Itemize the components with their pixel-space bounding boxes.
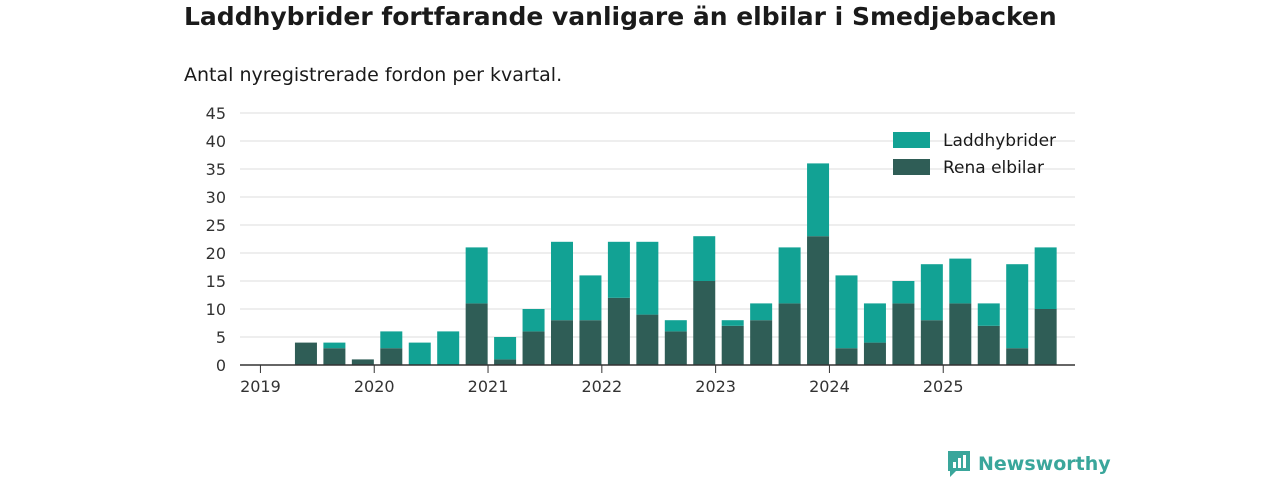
newsworthy-logo: Newsworthy xyxy=(946,449,1111,479)
legend-swatch xyxy=(893,132,930,148)
y-tick-label: 35 xyxy=(206,160,226,179)
bar-rena-elbilar xyxy=(778,303,801,365)
brand-name: Newsworthy xyxy=(978,453,1111,475)
bar-rena-elbilar xyxy=(949,303,972,365)
bar-laddhybrider xyxy=(949,258,972,304)
bar-laddhybrider xyxy=(380,331,403,349)
bar-rena-elbilar xyxy=(494,359,517,365)
x-tick-label: 2021 xyxy=(468,377,509,396)
chart-title: Laddhybrider fortfarande vanligare än el… xyxy=(184,2,1057,31)
bar-rena-elbilar xyxy=(1006,348,1029,365)
bar-laddhybrider xyxy=(863,303,886,343)
bar-laddhybrider xyxy=(892,281,915,304)
bar-rena-elbilar xyxy=(835,348,858,365)
bar-laddhybrider xyxy=(551,241,573,321)
bar-laddhybrider xyxy=(494,337,517,360)
bar-laddhybrider xyxy=(408,342,431,365)
bar-rena-elbilar xyxy=(863,342,886,365)
bar-rena-elbilar xyxy=(920,320,943,365)
y-tick-label: 5 xyxy=(216,328,226,347)
newsworthy-icon xyxy=(948,451,970,477)
bar-laddhybrider xyxy=(636,241,659,315)
bar-laddhybrider xyxy=(750,303,773,321)
bar-laddhybrider xyxy=(1034,247,1057,309)
x-tick-label: 2024 xyxy=(809,377,850,396)
bar-rena-elbilar xyxy=(693,281,716,365)
bar-rena-elbilar xyxy=(351,359,374,365)
y-tick-label: 0 xyxy=(216,356,226,375)
x-tick-label: 2022 xyxy=(581,377,622,396)
bar-laddhybrider xyxy=(1006,264,1029,349)
bar-rena-elbilar xyxy=(977,325,1000,365)
bar-rena-elbilar xyxy=(636,314,659,365)
bar-rena-elbilar xyxy=(607,297,630,365)
bar-laddhybrider xyxy=(465,247,488,304)
bar-laddhybrider xyxy=(835,275,858,349)
bar-rena-elbilar xyxy=(380,348,403,365)
bar-rena-elbilar xyxy=(892,303,915,365)
x-tick-label: 2023 xyxy=(695,377,736,396)
y-tick-label: 40 xyxy=(206,132,226,151)
bar-laddhybrider xyxy=(807,163,830,237)
bar-rena-elbilar xyxy=(721,325,744,365)
y-tick-label: 45 xyxy=(206,104,226,123)
legend-label: Laddhybrider xyxy=(943,131,1056,151)
bar-rena-elbilar xyxy=(664,331,687,365)
bar-laddhybrider xyxy=(664,320,687,332)
bar-rena-elbilar xyxy=(465,303,488,365)
x-tick-label: 2020 xyxy=(354,377,395,396)
bar-laddhybrider xyxy=(977,303,1000,326)
bar-laddhybrider xyxy=(920,264,943,321)
bar-rena-elbilar xyxy=(551,320,573,365)
y-tick-label: 10 xyxy=(206,300,226,319)
bar-rena-elbilar xyxy=(323,348,346,365)
bar-rena-elbilar xyxy=(750,320,773,365)
x-tick-label: 2019 xyxy=(240,377,281,396)
chart-subtitle: Antal nyregistrerade fordon per kvartal. xyxy=(184,64,563,86)
bar-rena-elbilar xyxy=(579,320,602,365)
legend-swatch xyxy=(893,159,930,175)
legend-label: Rena elbilar xyxy=(943,158,1044,178)
y-tick-label: 15 xyxy=(206,272,226,291)
y-tick-label: 25 xyxy=(206,216,226,235)
bar-laddhybrider xyxy=(778,247,801,304)
bar-laddhybrider xyxy=(522,309,545,332)
bar-laddhybrider xyxy=(721,320,744,326)
bar-rena-elbilar xyxy=(1034,309,1057,365)
bar-rena-elbilar xyxy=(294,342,317,365)
bar-laddhybrider xyxy=(323,342,346,349)
bar-laddhybrider xyxy=(607,241,630,298)
y-tick-label: 30 xyxy=(206,188,226,207)
y-tick-label: 20 xyxy=(206,244,226,263)
bar-laddhybrider xyxy=(693,236,716,281)
bar-rena-elbilar xyxy=(522,331,545,365)
bar-rena-elbilar xyxy=(807,236,830,365)
bar-laddhybrider xyxy=(437,331,460,365)
bar-laddhybrider xyxy=(579,275,602,321)
x-tick-label: 2025 xyxy=(923,377,964,396)
